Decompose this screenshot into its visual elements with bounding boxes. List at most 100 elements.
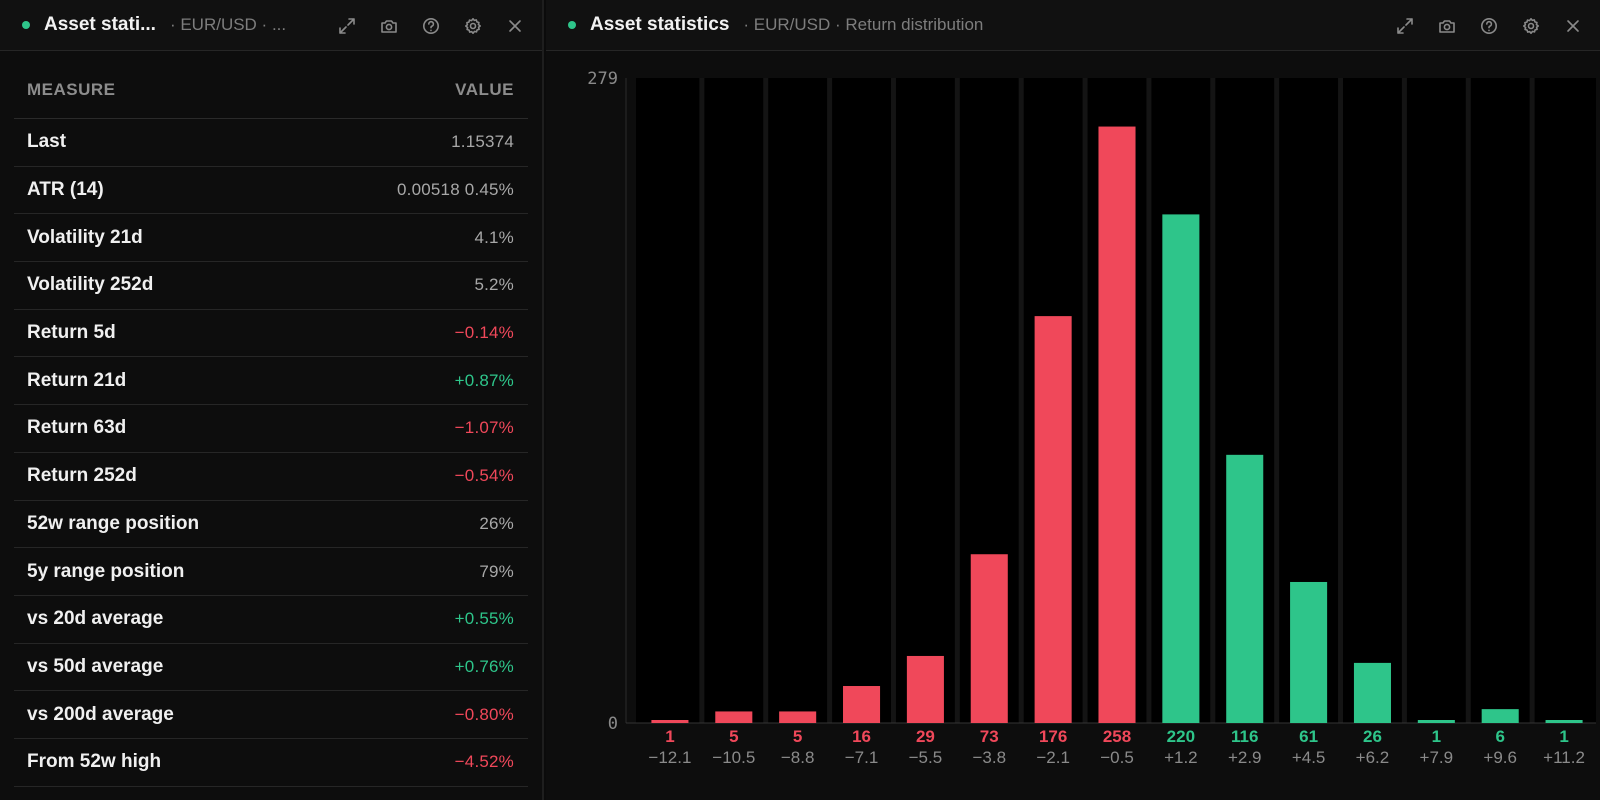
table-row[interactable]: vs 50d average +0.76% (14, 644, 528, 692)
x-tick-label: −12.1 (648, 748, 691, 767)
gear-icon[interactable] (1510, 5, 1552, 47)
measure-label: Return 63d (27, 417, 127, 439)
panel-subtitle: · EUR/USD · ... (169, 15, 287, 34)
table-header: MEASURE VALUE (14, 51, 528, 119)
measure-value: −1.07% (454, 418, 514, 438)
table-row[interactable]: vs 200d average −0.80% (14, 691, 528, 739)
x-tick-label: −3.8 (972, 748, 1006, 767)
histogram-bar (970, 554, 1008, 723)
column-separator (1529, 78, 1535, 723)
measure-value: 79% (479, 561, 514, 581)
help-icon[interactable] (410, 5, 452, 47)
table-row[interactable]: Volatility 21d 4.1% (14, 214, 528, 263)
table-row[interactable]: 52w range position 26% (14, 501, 528, 549)
table-row[interactable]: Last 1.15374 (14, 119, 528, 167)
y-tick-label: 0 (608, 714, 618, 734)
bar-count-label: 5 (793, 727, 802, 746)
measure-label: Last (27, 131, 67, 153)
measure-value: +0.87% (454, 370, 514, 390)
table-row[interactable]: vs 20d average +0.55% (14, 596, 528, 644)
x-tick-label: +4.5 (1292, 748, 1326, 767)
measure-value: 5.2% (474, 275, 514, 295)
bar-count-label: 176 (1039, 727, 1067, 746)
measure-value: −0.54% (454, 466, 514, 486)
histogram-bar (906, 655, 944, 723)
close-icon[interactable] (1552, 5, 1594, 47)
column-separator (1465, 78, 1471, 723)
x-tick-label: −5.5 (909, 748, 943, 767)
table-row[interactable]: 5y range position 79% (14, 548, 528, 596)
measure-label: Return 5d (27, 322, 116, 344)
histogram-bar (1417, 720, 1455, 723)
column-separator (890, 78, 896, 723)
x-tick-label: −10.5 (712, 748, 755, 767)
bar-count-label: 73 (980, 727, 999, 746)
panel-toolbar (1384, 0, 1594, 51)
panel-subtitle: · EUR/USD · Return distribution (743, 15, 984, 34)
measure-label: Volatility 252d (27, 274, 154, 296)
measure-value: +0.76% (454, 656, 514, 676)
y-tick-label: 279 (587, 69, 618, 89)
column-separator (1082, 78, 1088, 723)
x-tick-label: +7.9 (1420, 748, 1454, 767)
measure-label: Volatility 21d (27, 226, 143, 248)
return-distribution-chart: 279 0 1 −12.1 5 −10.5 5 −8.8 16 −7.1 29 −5.5 73 −3.8 1… (546, 52, 1600, 800)
histogram-bar (651, 720, 689, 723)
bar-count-label: 6 (1495, 727, 1504, 746)
histogram-bar (1226, 454, 1264, 723)
x-tick-label: +11.2 (1543, 748, 1585, 767)
measure-label: ATR (14) (27, 179, 104, 201)
histogram-bar (843, 686, 881, 723)
bar-count-label: 1 (665, 727, 674, 746)
bar-count-label: 258 (1103, 727, 1131, 746)
column-separator (763, 78, 769, 723)
bar-count-label: 220 (1167, 727, 1195, 746)
measure-value: −0.80% (454, 704, 514, 724)
help-icon[interactable] (1468, 5, 1510, 47)
table-row[interactable]: Volatility 252d 5.2% (14, 262, 528, 310)
panel-titlebar[interactable]: Asset stati... · EUR/USD · ... (0, 0, 542, 51)
panel-titlebar[interactable]: Asset statistics · EUR/USD · Return dist… (546, 0, 1600, 51)
expand-icon[interactable] (1384, 5, 1426, 47)
table-row[interactable]: From 52w high −4.52% (14, 739, 528, 787)
table-row[interactable]: Return 5d −0.14% (14, 310, 528, 358)
status-dot (568, 21, 576, 29)
measure-label: From 52w high (27, 751, 162, 773)
histogram-bar (1098, 126, 1136, 723)
table-row[interactable]: Return 63d −1.07% (14, 405, 528, 453)
x-tick-label: +6.2 (1356, 748, 1390, 767)
measure-value: +0.55% (454, 609, 514, 629)
measure-value: 26% (479, 513, 514, 533)
status-dot (22, 21, 30, 29)
bar-count-label: 26 (1363, 727, 1382, 746)
histogram-svg: 27901−12.15−10.55−8.816−7.129−5.573−3.81… (587, 69, 1596, 767)
histogram-bar (1162, 214, 1200, 724)
measure-label: Return 252d (27, 465, 137, 487)
bar-count-label: 1 (1559, 727, 1568, 746)
bar-count-label: 5 (729, 727, 738, 746)
table-row[interactable]: Return 252d −0.54% (14, 453, 528, 501)
x-tick-label: −0.5 (1100, 748, 1134, 767)
histogram-bar (715, 711, 753, 723)
histogram-bar (1034, 316, 1072, 723)
column-separator (827, 78, 833, 723)
column-separator (1338, 78, 1344, 723)
table-row[interactable]: ATR (14) 0.00518 0.45% (14, 167, 528, 215)
histogram-bar (1290, 581, 1328, 723)
histogram-bar (1353, 662, 1391, 723)
x-tick-label: +2.9 (1228, 748, 1262, 767)
x-tick-label: +9.6 (1483, 748, 1517, 767)
expand-icon[interactable] (326, 5, 368, 47)
close-icon[interactable] (494, 5, 536, 47)
table-row[interactable]: Return 21d +0.87% (14, 357, 528, 406)
column-separator (1210, 78, 1216, 723)
measure-value: 0.00518 0.45% (397, 180, 514, 200)
histogram-bar (779, 711, 817, 723)
camera-icon[interactable] (368, 5, 410, 47)
camera-icon[interactable] (1426, 5, 1468, 47)
measure-label: vs 200d average (27, 703, 174, 725)
column-separator (699, 78, 705, 723)
gear-icon[interactable] (452, 5, 494, 47)
measure-label: 52w range position (27, 512, 200, 534)
table-body: Last 1.15374 ATR (14) 0.00518 0.45% Volatili… (14, 119, 528, 787)
